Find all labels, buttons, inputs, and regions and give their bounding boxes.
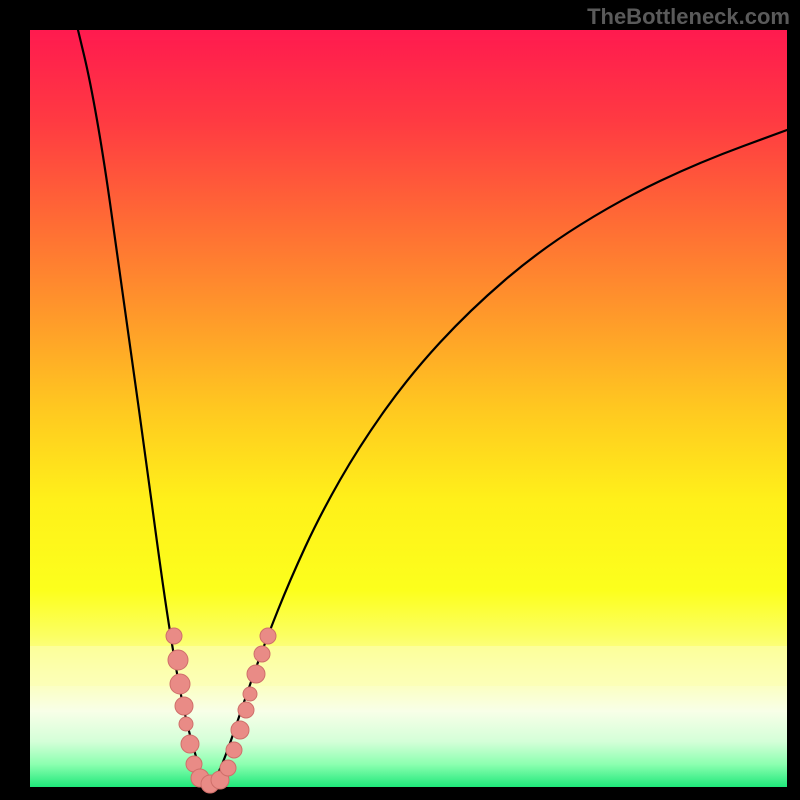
chart-svg bbox=[0, 0, 800, 800]
watermark-text: TheBottleneck.com bbox=[587, 4, 790, 30]
bottleneck-chart: TheBottleneck.com bbox=[0, 0, 800, 800]
